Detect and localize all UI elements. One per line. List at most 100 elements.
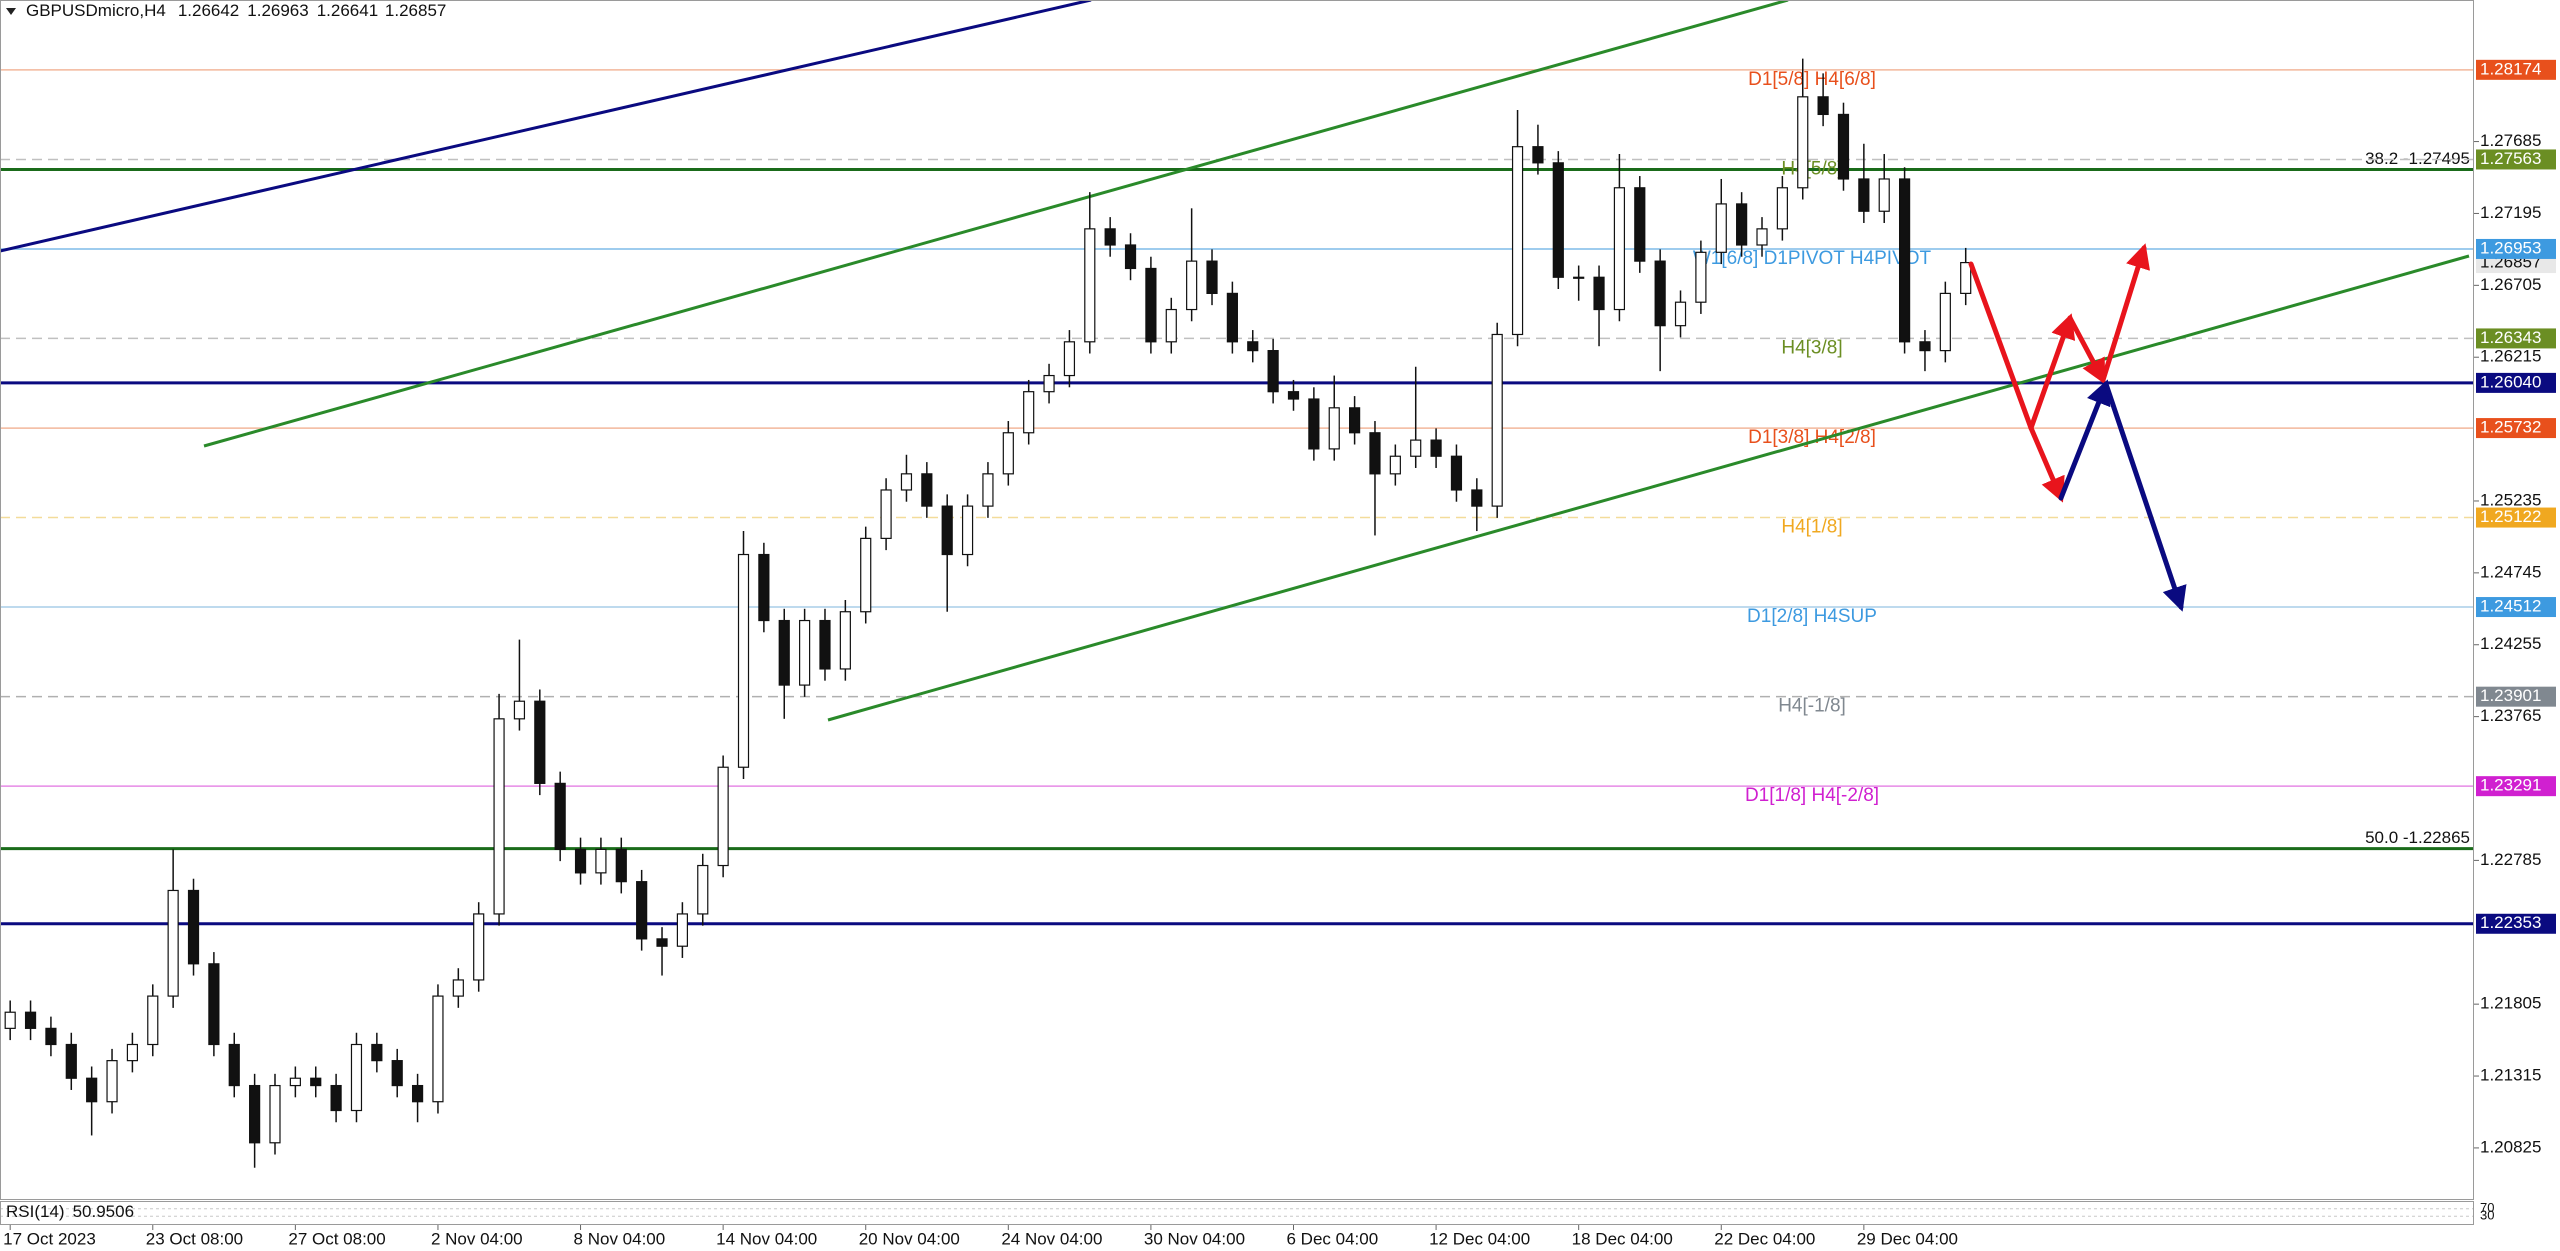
level-price-label: 1.26343 <box>2480 328 2541 347</box>
level-price-label: 1.28174 <box>2480 59 2541 78</box>
candle-body <box>1715 203 1727 253</box>
level-price-label: 1.22353 <box>2480 913 2541 932</box>
candle-body <box>880 489 892 539</box>
candle-body <box>1878 178 1890 212</box>
candle-body <box>1002 432 1014 475</box>
candle-body <box>1654 260 1666 327</box>
candle-body <box>126 1043 139 1062</box>
candle-body <box>228 1043 240 1087</box>
y-tick-label: 1.26215 <box>2480 347 2541 366</box>
level-label: W1[6/8] D1PIVOT H4PIVOT <box>1693 248 1932 269</box>
y-tick-label: 1.22785 <box>2480 850 2541 869</box>
candle-body <box>1919 341 1931 352</box>
candle-body <box>1247 341 1259 352</box>
candle-body <box>717 766 729 867</box>
candle-body <box>310 1077 322 1087</box>
candle-body <box>554 782 566 850</box>
fib-label: 38.2 -1.27495 <box>2365 149 2470 168</box>
candle-body <box>921 473 933 507</box>
level-price-box <box>2476 328 2556 349</box>
candle-body <box>1165 308 1177 343</box>
level-label: H4[1/8] <box>1781 517 1842 538</box>
x-tick-label: 24 Nov 04:00 <box>1001 1229 1102 1248</box>
level-label: H4[3/8] <box>1781 337 1842 358</box>
candle-body <box>615 848 627 883</box>
candle-body <box>676 913 688 947</box>
level-price-box <box>2476 597 2556 618</box>
x-tick-label: 6 Dec 04:00 <box>1286 1229 1378 1248</box>
candle-body <box>737 553 750 768</box>
x-tick-label: 29 Dec 04:00 <box>1857 1229 1958 1248</box>
candle-body <box>493 718 505 915</box>
channel-lower <box>827 254 2470 722</box>
x-tick-label: 14 Nov 04:00 <box>716 1229 817 1248</box>
candle-body <box>167 889 179 997</box>
level-price-label: 1.23901 <box>2480 686 2541 705</box>
plot-frame <box>0 0 2474 1200</box>
candle-body <box>799 619 811 686</box>
arrow-navy <box>2103 381 2187 612</box>
candle-body <box>819 619 831 670</box>
candle-body <box>4 1011 16 1029</box>
candle-body <box>1532 146 1544 164</box>
arrow-red <box>2028 313 2076 431</box>
level-price-box <box>2476 913 2556 934</box>
candle-body <box>1349 407 1361 434</box>
candle-body <box>1226 292 1238 343</box>
candle-body <box>391 1060 403 1087</box>
candle-body <box>1756 228 1768 246</box>
candle-body <box>371 1043 383 1062</box>
arrow-red <box>2067 315 2106 385</box>
candle-body <box>65 1043 77 1079</box>
level-price-label: 1.23291 <box>2480 776 2541 795</box>
ohlc-open: 1.26642 <box>178 1 239 20</box>
level-price-label: 1.25122 <box>2480 507 2541 526</box>
rsi-header: RSI(14) 50.9506 <box>6 1202 134 1221</box>
candle-body <box>432 995 444 1103</box>
candle-body <box>1308 398 1320 450</box>
candle-body <box>1674 301 1687 327</box>
candle-body <box>1471 489 1483 507</box>
x-tick-label: 23 Oct 08:00 <box>146 1229 243 1248</box>
candle-body <box>187 889 200 965</box>
candle-body <box>1186 260 1198 311</box>
candle-body <box>86 1077 98 1103</box>
arrow-red <box>2100 243 2151 383</box>
candle-body <box>1613 187 1626 311</box>
rsi-frame <box>0 1201 2474 1225</box>
candle-body <box>269 1084 281 1144</box>
x-tick-label: 17 Oct 2023 <box>3 1229 96 1248</box>
level-label: D1[1/8] H4[-2/8] <box>1745 785 1879 806</box>
candle-body <box>656 938 668 947</box>
axes-layer: 1.27685 1.27195 1.26705 1.26215 1.25235 1.247… <box>0 59 2556 1248</box>
level-price-box <box>2476 776 2556 797</box>
candle-body <box>1450 455 1463 491</box>
x-tick-label: 2 Nov 04:00 <box>431 1229 523 1248</box>
x-tick-label: 27 Oct 08:00 <box>288 1229 385 1248</box>
candle-body <box>534 700 546 784</box>
level-price-label: 1.26953 <box>2480 238 2541 257</box>
candle-body <box>473 913 485 981</box>
candle-body <box>1695 251 1707 303</box>
candle-body <box>1124 244 1137 270</box>
candle-body <box>513 700 526 720</box>
candle-body <box>1084 228 1096 343</box>
candle-body <box>758 553 770 622</box>
candle-body <box>961 505 974 556</box>
y-tick-label: 1.20825 <box>2480 1137 2541 1156</box>
x-tick-label: 18 Dec 04:00 <box>1572 1229 1673 1248</box>
candle-body <box>1960 261 1972 294</box>
candle-body <box>45 1027 57 1046</box>
rsi-label: RSI(14) <box>6 1202 65 1221</box>
level-label: D1[5/8] H4[6/8] <box>1748 69 1876 90</box>
candle-body <box>1267 350 1279 393</box>
candle-body <box>1817 96 1829 116</box>
level-label: D1[2/8] H4SUP <box>1747 606 1877 627</box>
candle-body <box>1776 187 1788 230</box>
candle-body <box>147 995 159 1046</box>
trend-line <box>0 0 1092 253</box>
candle-body <box>1511 146 1524 336</box>
candle-body <box>452 979 464 997</box>
